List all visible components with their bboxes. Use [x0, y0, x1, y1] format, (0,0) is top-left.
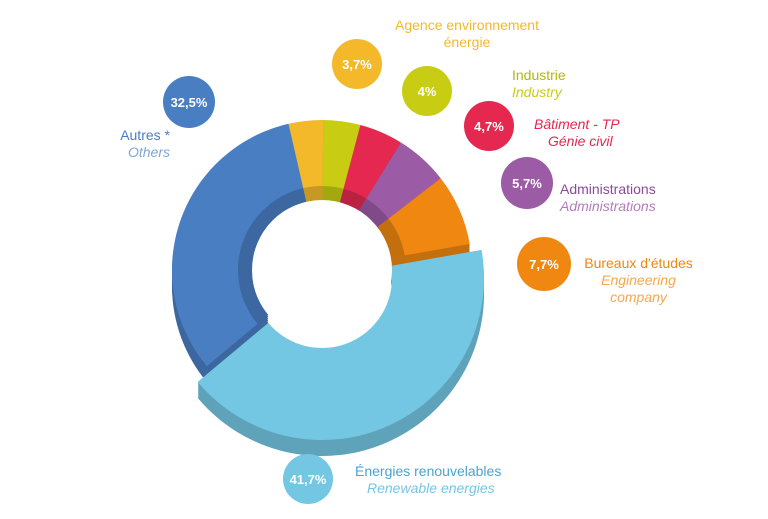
slice-inner-3 — [322, 186, 344, 203]
slice-4 — [339, 125, 401, 211]
legend-batiment: Bâtiment - TP Génie civil — [534, 116, 620, 150]
slice-inner-6 — [377, 218, 405, 258]
slice-label-bureaux: 7,7% — [517, 237, 571, 291]
slice-inner-5 — [358, 198, 389, 228]
legend-industry: Industrie Industry — [512, 67, 566, 101]
slice-label-agence: 3,7% — [332, 39, 382, 89]
legend-batiment-en: Génie civil — [548, 133, 613, 149]
slice-inner-2 — [303, 186, 323, 202]
slice-1 — [172, 123, 307, 367]
legend-batiment-fr: Bâtiment - TP — [534, 116, 620, 132]
slice-label-industry: 4% — [402, 66, 452, 116]
legend-others-fr: Autres * — [120, 127, 170, 143]
legend-administrations: Administrations Administrations — [560, 181, 656, 215]
legend-industry-en: Industry — [512, 84, 562, 100]
legend-bureaux: Bureaux d'études Engineering company — [576, 255, 701, 306]
slice-label-others: 32,5% — [163, 76, 215, 128]
slice-label-renewable: 41,7% — [283, 454, 333, 504]
legend-bureaux-en2: company — [610, 289, 667, 305]
slice-5 — [358, 142, 441, 228]
legend-bureaux-en1: Engineering — [601, 272, 676, 288]
legend-administrations-en: Administrations — [560, 198, 656, 214]
donut-hole — [252, 200, 392, 340]
legend-others-en: Others — [127, 144, 170, 160]
slice-3 — [322, 120, 361, 203]
slice-label-administrations: 5,7% — [501, 157, 553, 209]
legend-others: Autres * Others — [106, 127, 170, 161]
legend-agence-fr1: Agence environnement — [395, 17, 539, 33]
legend-industry-fr: Industrie — [512, 67, 566, 83]
legend-administrations-fr: Administrations — [560, 181, 656, 197]
legend-bureaux-fr: Bureaux d'études — [584, 255, 693, 271]
legend-renewable-en: Renewable energies — [367, 480, 495, 496]
slice-2 — [288, 120, 324, 202]
slice-inner-1 — [238, 188, 307, 324]
legend-agence: Agence environnement énergie — [372, 17, 562, 51]
slice-inner-4 — [339, 188, 367, 211]
slice-0 — [197, 249, 484, 440]
slice-6 — [377, 178, 470, 258]
slice-label-batiment: 4,7% — [464, 101, 514, 151]
legend-agence-fr2: énergie — [443, 34, 491, 50]
legend-renewable-fr: Énergies renouvelables — [355, 463, 502, 479]
legend-renewable: Énergies renouvelables Renewable energie… — [355, 463, 501, 497]
